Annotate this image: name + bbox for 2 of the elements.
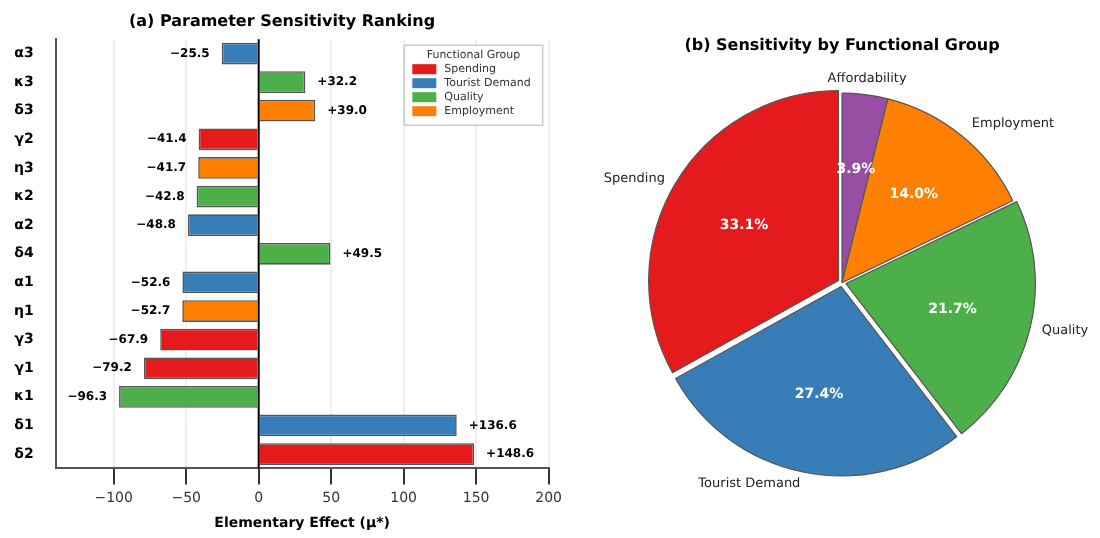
chart-title: (b) Sensitivity by Functional Group	[684, 35, 1001, 54]
chart-title: (a) Parameter Sensitivity Ranking	[128, 11, 436, 30]
